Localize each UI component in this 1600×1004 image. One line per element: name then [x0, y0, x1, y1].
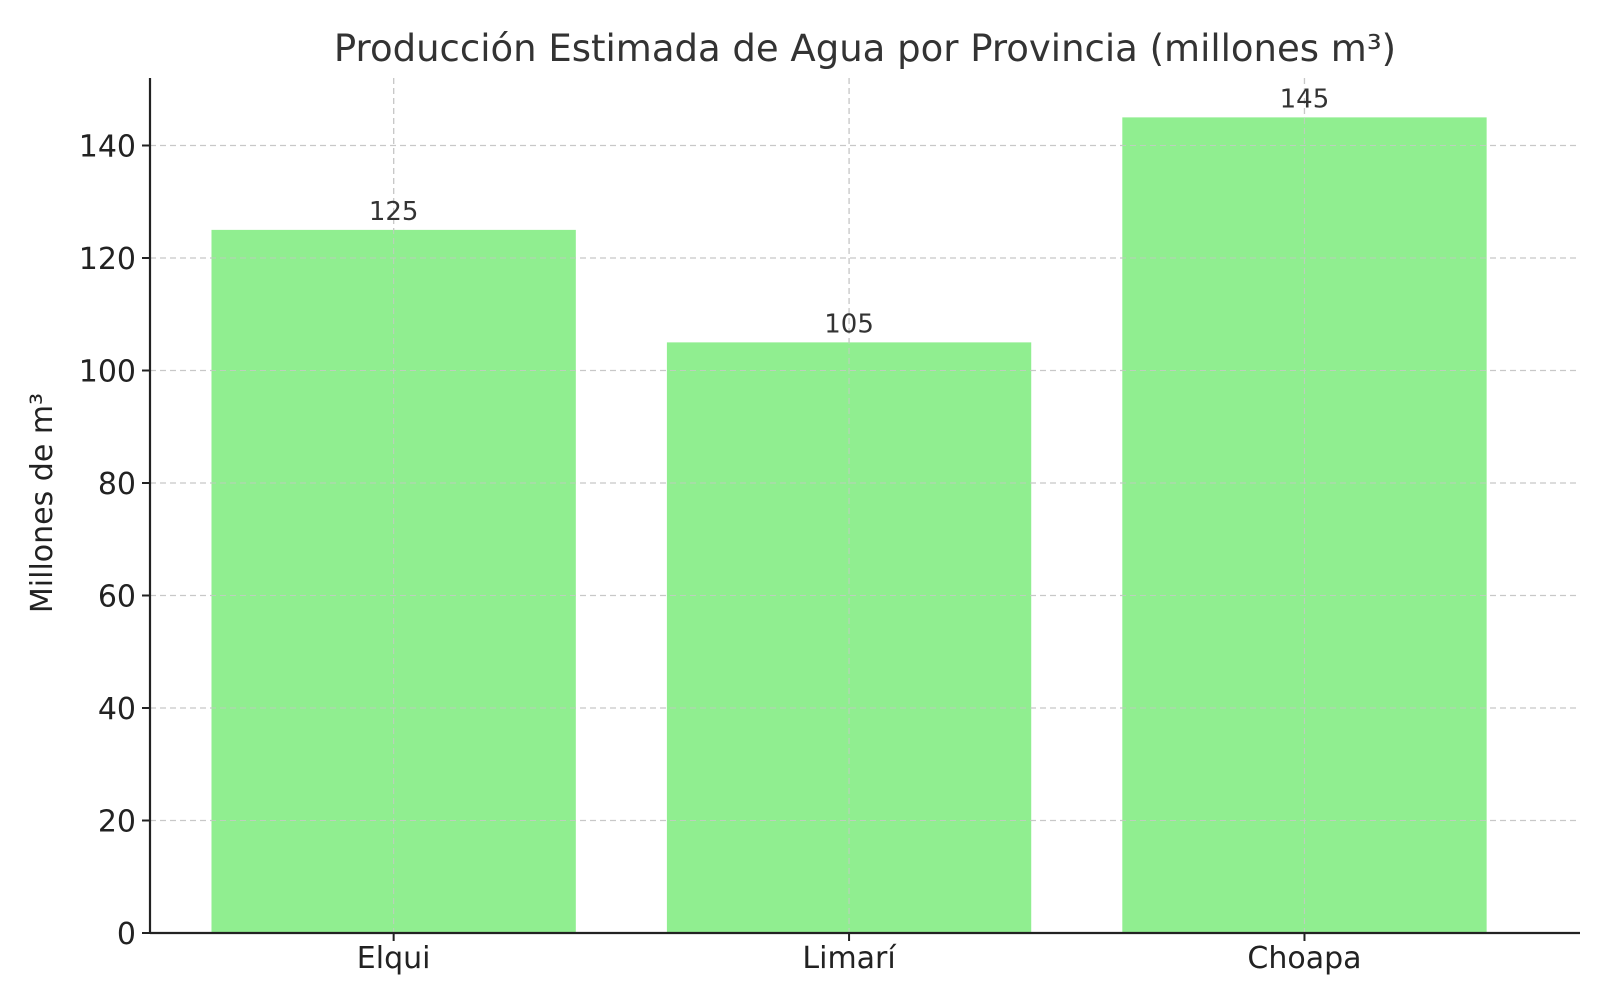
y-tick-label: 80 — [98, 467, 136, 502]
y-axis-label: Millones de m³ — [25, 393, 60, 613]
y-tick-label: 140 — [79, 130, 136, 165]
labels: 0 20 40 60 80 100 120 140 Elqui Limarí Choapa 125 10… — [79, 84, 1362, 976]
x-tick-label: Limarí — [802, 941, 897, 976]
bar-value-label: 145 — [1280, 84, 1330, 114]
y-tick-label: 120 — [79, 242, 136, 277]
y-tick-label: 40 — [98, 692, 136, 727]
y-tick-label: 0 — [117, 917, 136, 952]
bars — [150, 78, 1580, 933]
bar-value-label: 125 — [369, 197, 419, 227]
bar-value-label: 105 — [824, 309, 874, 339]
axes — [142, 78, 1580, 941]
x-tick-label: Elqui — [357, 941, 431, 976]
y-tick-label: 20 — [98, 805, 136, 840]
x-tick-label: Choapa — [1247, 941, 1361, 976]
y-tick-label: 100 — [79, 355, 136, 390]
chart-title: Producción Estimada de Agua por Provinci… — [334, 27, 1396, 70]
y-tick-label: 60 — [98, 580, 136, 615]
